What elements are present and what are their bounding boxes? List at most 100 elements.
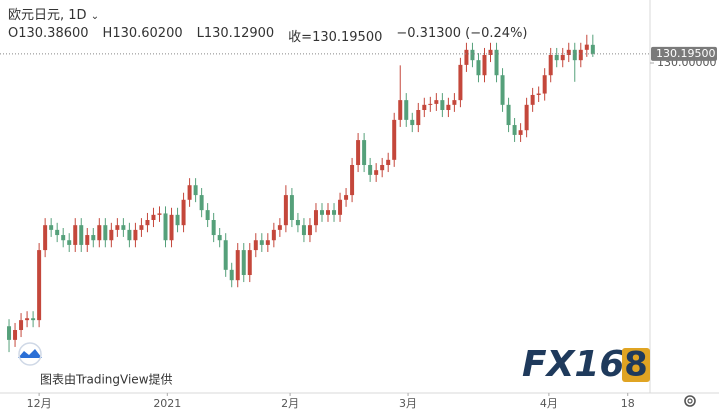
candle-body (271, 229, 276, 241)
candle-body (380, 165, 385, 171)
candle-body (193, 185, 198, 196)
candle-body (368, 165, 373, 175)
candle-body (49, 225, 54, 230)
candle-body (458, 64, 463, 101)
candle-body (404, 100, 409, 120)
last-price-box (651, 46, 717, 61)
candle-body (163, 213, 168, 241)
chevron[interactable]: ⌄ (90, 11, 100, 22)
candle-body (386, 159, 391, 166)
candle-body (470, 49, 475, 61)
ohlc-value: H130.60200 (102, 26, 183, 41)
candle-body (434, 100, 439, 104)
candle-body (295, 220, 300, 226)
candle-body (7, 326, 12, 340)
candle-body (265, 240, 270, 245)
candle-body (350, 165, 355, 196)
candle-body (301, 225, 306, 236)
candle-body (97, 225, 102, 241)
candle-body (488, 49, 493, 56)
candle-body (548, 55, 553, 76)
x-tick-label: 2月 (281, 397, 299, 410)
candle-body (530, 94, 535, 105)
candle-body (392, 119, 397, 160)
candle-body (283, 195, 288, 226)
candle-body (476, 60, 481, 76)
candle-body (338, 199, 343, 215)
x-tick-label: 3月 (399, 397, 417, 410)
candle-body (277, 225, 282, 230)
candle-body (560, 55, 565, 61)
candle-body (464, 49, 469, 65)
candle-body (422, 104, 427, 111)
x-tick-label: 12月 (27, 397, 52, 410)
candle-body (103, 225, 108, 241)
candle-body (139, 225, 144, 230)
candle-body (319, 210, 324, 215)
candle-body (25, 318, 30, 321)
candle-body (43, 225, 48, 251)
candle-body (55, 229, 60, 236)
candle-body (590, 44, 595, 54)
candle-body (398, 100, 403, 120)
candle-body (73, 225, 78, 245)
candle-body (85, 235, 90, 245)
candle-body (494, 49, 499, 76)
candle-body (578, 49, 583, 61)
watermark-digit: 8 (624, 345, 648, 385)
candle-body (512, 125, 517, 135)
candle-body (127, 229, 132, 241)
settings-icon[interactable] (684, 395, 696, 407)
candle-body (542, 75, 547, 94)
candle-body (91, 235, 96, 241)
ohlc-value: L130.12900 (196, 26, 275, 41)
candle-body (133, 229, 138, 241)
ohlc-value: O130.38600 (8, 26, 89, 41)
candle-body (31, 318, 36, 321)
candle-body (332, 210, 337, 215)
candle-body (313, 210, 318, 226)
x-tick-label: 2021 (153, 397, 181, 410)
watermark: FX16 (522, 344, 624, 385)
ohlc-value: −0.31300 (−0.24%) (396, 26, 528, 41)
last-price-label: 130.19500 (656, 47, 716, 60)
candle-body (205, 210, 210, 221)
candle-body (259, 240, 264, 245)
candle-body (37, 250, 42, 321)
candles (7, 34, 595, 353)
gear-hub[interactable] (687, 398, 693, 404)
candle-body (416, 110, 421, 126)
candle-body (13, 330, 18, 340)
candle-body (518, 130, 523, 135)
candle-body (506, 104, 511, 126)
x-tick-label: 18 (621, 397, 635, 410)
candle-body (217, 235, 222, 241)
candle-body (356, 140, 361, 166)
candle-body (67, 240, 72, 245)
watermark-box (622, 348, 650, 382)
candle-body (109, 229, 114, 241)
symbol-title[interactable]: 欧元日元, 1D ⌄ (8, 4, 99, 23)
ohlc-legend: O130.38600 H130.60200 L130.12900 收=130.1950… (8, 26, 528, 45)
title[interactable]: 欧元日元, 1D (8, 8, 87, 23)
ohlc-value: 收=130.19500 (288, 30, 383, 45)
candle-body (572, 49, 577, 61)
candle-body (235, 250, 240, 281)
candle-body (536, 93, 541, 95)
candle-body (121, 225, 126, 230)
candle-body (181, 199, 186, 226)
candle-body (229, 269, 234, 281)
candle-body (307, 225, 312, 236)
candle-body (362, 140, 367, 166)
candle-body (554, 55, 559, 61)
candle-body (482, 55, 487, 76)
candle-body (428, 103, 433, 105)
candle-body (115, 225, 120, 230)
candle-body (169, 214, 174, 241)
candle-body (175, 214, 180, 226)
tv-logo-ring (18, 342, 42, 366)
gear[interactable] (684, 395, 696, 407)
x-tick-label: 4月 (540, 397, 558, 410)
